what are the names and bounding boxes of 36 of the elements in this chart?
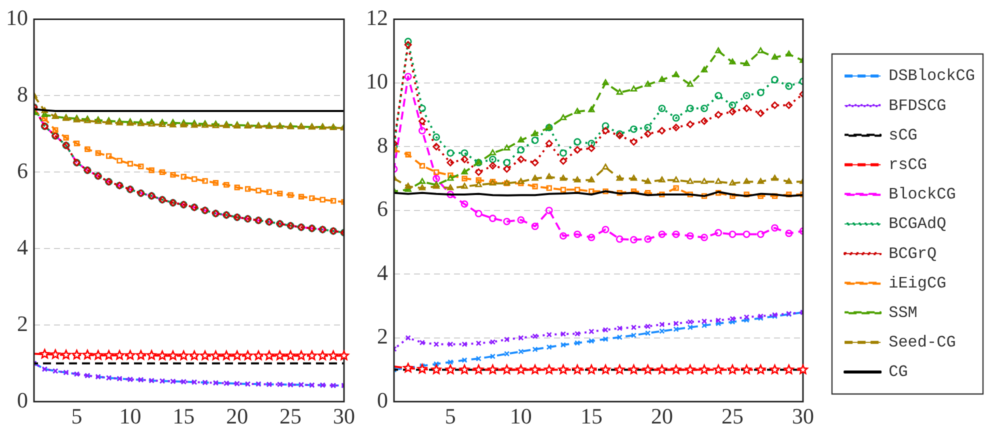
- y-tick-label: 10: [366, 68, 388, 94]
- x-tick-label: 20: [226, 404, 248, 429]
- legend-label: iEigCG: [888, 274, 946, 292]
- y-tick-label: 6: [17, 158, 28, 183]
- x-tick-label: 5: [71, 404, 82, 429]
- y-tick-label: 0: [377, 387, 388, 412]
- y-tick-label: 2: [377, 324, 388, 349]
- legend-label: DSBlockCG: [888, 67, 976, 86]
- x-tick-label: 30: [333, 404, 355, 429]
- y-tick-label: 6: [377, 196, 388, 222]
- legend-label: SSM: [888, 304, 918, 322]
- x-tick-label: 30: [792, 404, 814, 429]
- x-tick-label: 25: [280, 404, 302, 429]
- x-tick-label: 15: [580, 404, 602, 429]
- legend-label: BlockCG: [888, 186, 956, 204]
- y-tick-label: 0: [17, 387, 28, 412]
- y-tick-label: 12: [366, 4, 388, 30]
- y-tick-label: 4: [17, 234, 28, 260]
- x-tick-label: 10: [119, 404, 142, 429]
- y-tick-label: 10: [6, 4, 28, 30]
- x-tick-label: 5: [444, 404, 456, 429]
- legend-label: CG: [888, 363, 908, 382]
- y-tick-label: 4: [377, 260, 388, 285]
- legend-label: sCG: [888, 126, 918, 144]
- y-tick-label: 8: [17, 81, 28, 106]
- legend-label: rsCG: [888, 156, 927, 174]
- x-tick-label: 15: [172, 404, 195, 429]
- legend-label: Seed-CG: [888, 334, 956, 352]
- legend-label: BCGrQ: [888, 244, 937, 263]
- x-tick-label: 10: [510, 404, 532, 429]
- legend-label: BFDSCG: [888, 96, 946, 115]
- x-tick-label: 20: [650, 404, 673, 429]
- legend-label: BCGAdQ: [888, 215, 946, 234]
- y-tick-label: 8: [377, 132, 388, 158]
- x-tick-label: 25: [721, 404, 744, 429]
- y-tick-label: 2: [17, 310, 28, 336]
